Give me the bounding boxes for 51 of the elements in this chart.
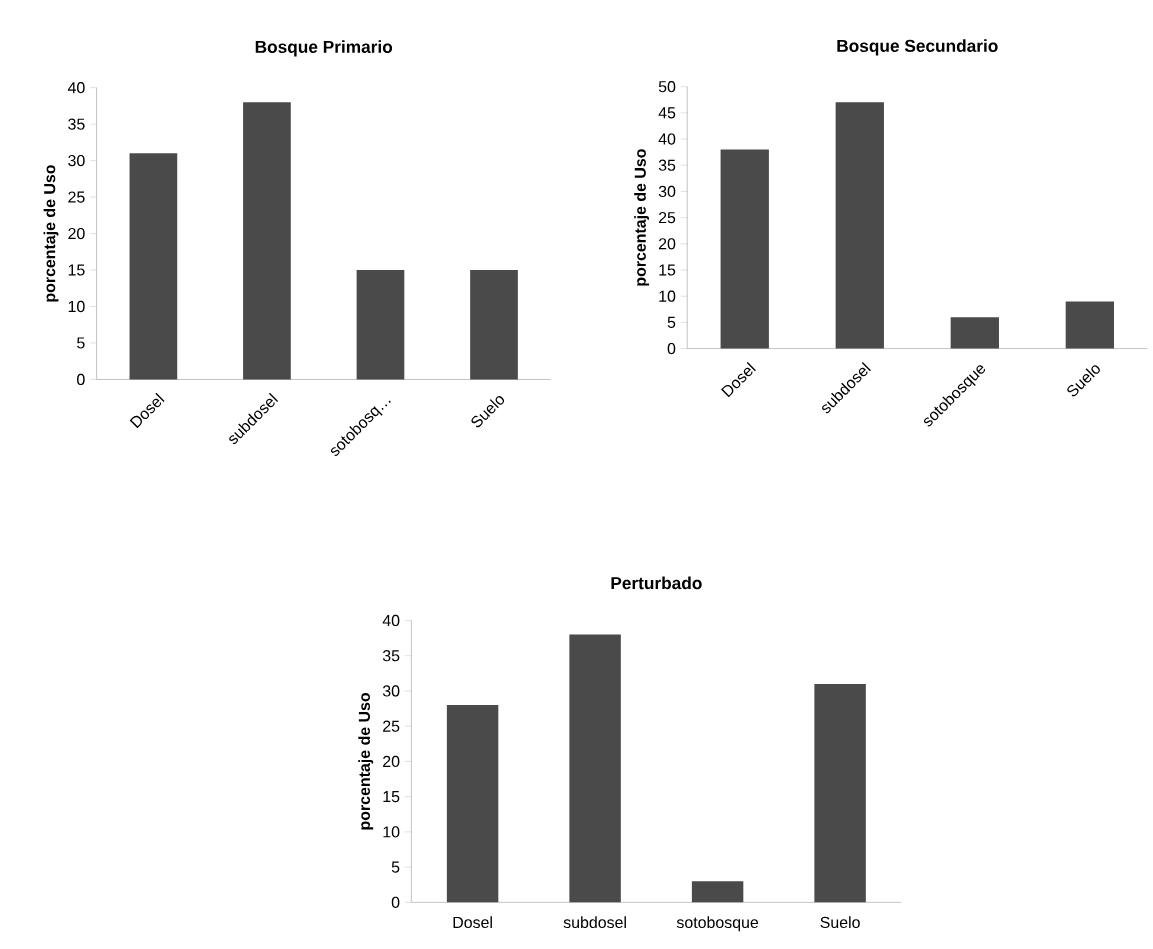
bar — [691, 881, 744, 903]
bar — [720, 149, 769, 349]
y-tick-label: 0 — [77, 373, 85, 386]
y-tick-label: 20 — [383, 755, 400, 767]
y-tick-label: 10 — [68, 300, 85, 313]
bar — [950, 317, 999, 349]
bar — [356, 269, 405, 380]
x-tick-label: sotobosque — [676, 916, 759, 932]
chart-title: Perturbado — [611, 576, 702, 590]
bar — [470, 269, 518, 380]
y-tick-label: 40 — [382, 614, 400, 627]
bar — [446, 704, 499, 903]
y-tick-label: 30 — [68, 154, 85, 167]
y-tick-label: 40 — [658, 133, 676, 145]
y-axis-title: porcentaje de Uso — [43, 165, 59, 302]
bar — [243, 102, 291, 380]
y-tick-label: 25 — [68, 191, 85, 203]
y-tick-label: 35 — [68, 118, 85, 130]
y-tick-label: 15 — [68, 264, 85, 276]
y-tick-label: 0 — [667, 342, 676, 355]
x-tick-label: subdosel — [563, 916, 626, 928]
x-tick-label: Dosel — [453, 916, 492, 928]
y-tick-label: 30 — [658, 185, 676, 197]
y-tick-label: 10 — [383, 826, 400, 838]
y-tick-label: 25 — [658, 211, 676, 224]
y-tick-label: 25 — [383, 720, 400, 732]
bar — [569, 634, 621, 903]
chart-title: Bosque Secundario — [837, 39, 998, 56]
x-tick-label: Suelo — [820, 916, 860, 928]
y-tick-label: 35 — [658, 159, 676, 171]
y-tick-label: 35 — [382, 650, 400, 662]
chart-title: Bosque Primario — [255, 40, 393, 57]
y-tick-label: 50 — [658, 80, 676, 93]
y-tick-label: 5 — [391, 861, 400, 873]
y-axis-title: porcentaje de Uso — [634, 149, 650, 286]
y-tick-label: 15 — [659, 264, 676, 276]
bar — [835, 102, 884, 349]
bar — [129, 153, 178, 380]
y-tick-label: 40 — [67, 81, 85, 94]
y-tick-label: 15 — [383, 791, 400, 803]
y-tick-label: 20 — [68, 227, 85, 240]
bar — [1065, 301, 1115, 349]
y-tick-label: 45 — [658, 107, 676, 119]
y-tick-label: 5 — [77, 337, 85, 349]
y-axis-title: porcentaje de Uso — [358, 692, 374, 830]
y-tick-label: 10 — [659, 290, 676, 302]
y-tick-label: 30 — [382, 685, 400, 697]
bar — [814, 683, 866, 903]
y-tick-label: 20 — [658, 238, 676, 250]
y-tick-label: 5 — [667, 316, 676, 328]
y-tick-label: 0 — [391, 896, 400, 908]
